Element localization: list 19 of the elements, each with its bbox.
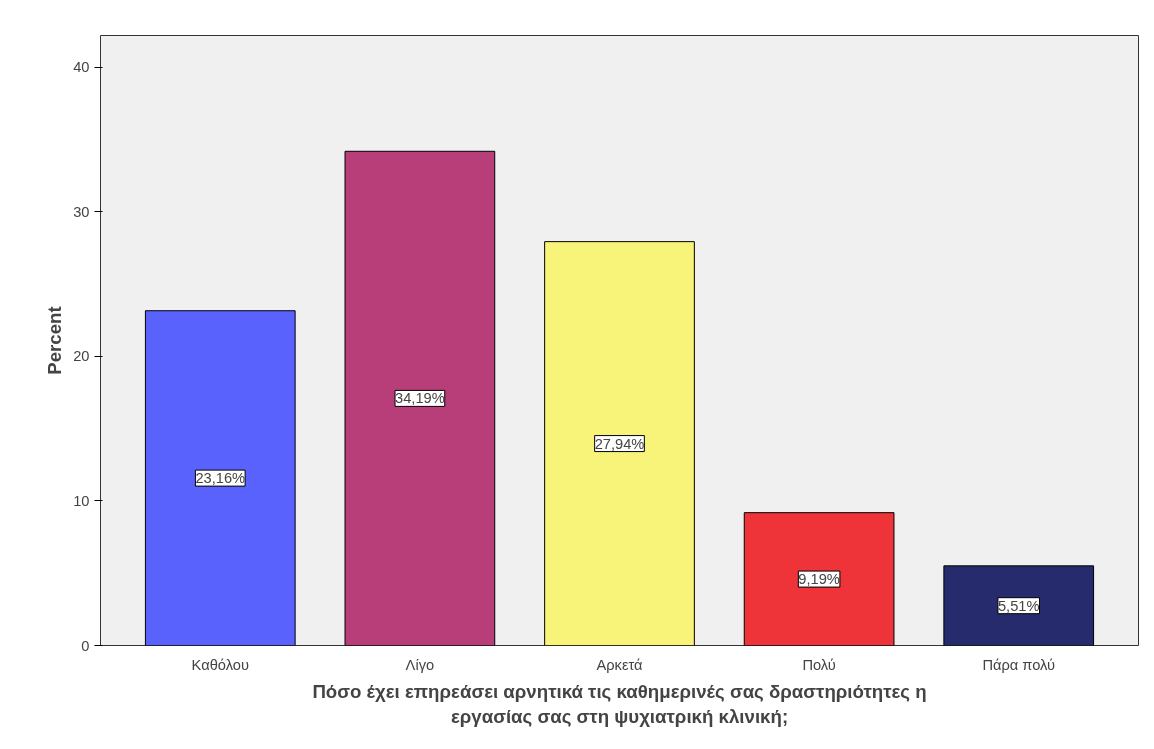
y-axis-title: Percent — [44, 306, 66, 375]
x-tick-label: Λίγο — [405, 656, 435, 673]
bar — [544, 241, 695, 646]
y-tick-label: 10 — [73, 492, 90, 509]
data-label: 23,16% — [195, 470, 246, 487]
x-axis-title: Πόσο έχει επηρεάσει αρνητικά τις καθημερινές σας δραστηριότητες η εργασίας σας στη ψυχιατρική κλινική; — [312, 680, 927, 727]
y-tick-label: 30 — [73, 203, 90, 220]
y-tick-label: 0 — [81, 637, 90, 654]
bar — [144, 310, 296, 646]
data-label: 27,94% — [594, 435, 645, 452]
bar — [943, 565, 1095, 646]
bar — [743, 512, 895, 646]
y-tick-label: 20 — [73, 348, 90, 365]
x-tick-label: Καθόλου — [191, 656, 249, 673]
x-tick-label: Πολύ — [802, 656, 836, 673]
bar — [344, 150, 496, 646]
y-tick-label: 40 — [73, 59, 90, 76]
x-tick-label: Αρκετά — [596, 656, 644, 673]
x-tick-label: Πάρα πολύ — [982, 656, 1056, 673]
